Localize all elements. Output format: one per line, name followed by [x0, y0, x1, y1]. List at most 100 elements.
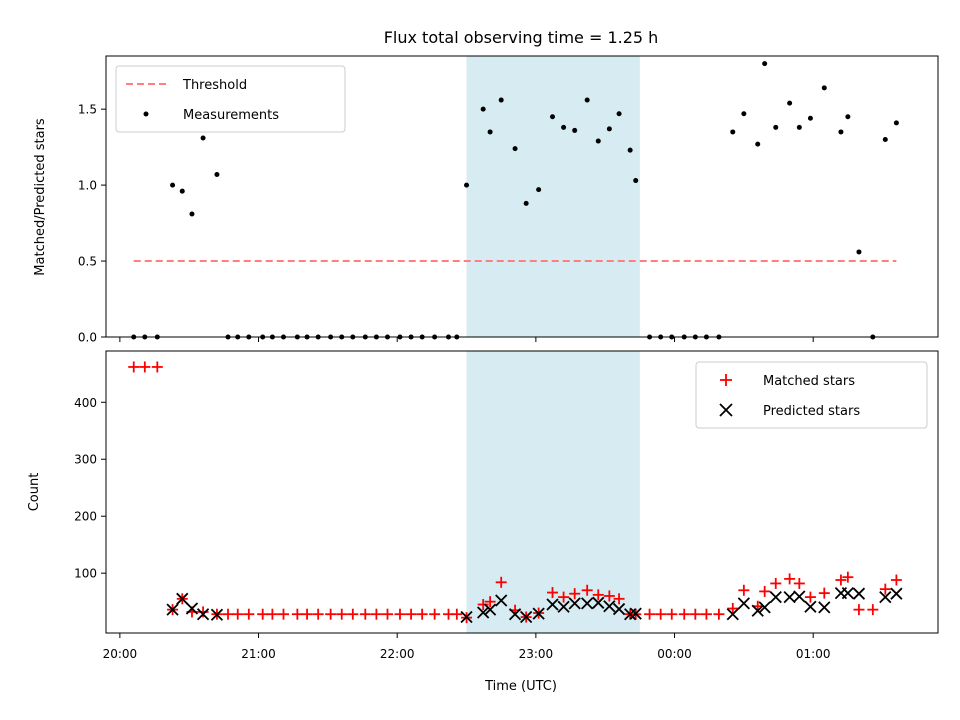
predicted-star-marker	[804, 600, 817, 613]
y-tick-label: 0.5	[78, 255, 97, 269]
x-tick-label: 22:00	[380, 647, 415, 661]
bottom-legend-box	[695, 361, 928, 429]
measurements-point	[536, 187, 542, 193]
measurements-point	[845, 114, 851, 120]
matched-star-marker	[151, 361, 163, 373]
predicted-star-marker	[477, 606, 490, 619]
matched-star-marker	[394, 608, 406, 620]
matched-star-marker	[853, 604, 865, 616]
matched-star-marker	[359, 608, 371, 620]
matched-star-marker	[416, 608, 428, 620]
predicted-star-marker	[581, 597, 594, 610]
matched-star-marker	[312, 608, 324, 620]
matched-star-marker	[266, 608, 278, 620]
predicted-star-marker	[879, 590, 892, 604]
predicted-star-marker	[166, 603, 179, 616]
matched-star-marker	[890, 574, 902, 586]
matched-star-marker	[301, 608, 313, 620]
matched-star-marker	[879, 583, 891, 595]
measurements-point	[821, 85, 827, 91]
matched-star-marker	[405, 608, 417, 620]
predicted-star-marker	[852, 587, 866, 600]
legend-measurements: Measurements	[183, 108, 279, 123]
matched-star-marker	[603, 590, 615, 602]
predicted-star-marker	[185, 602, 199, 615]
measurements-point	[856, 249, 862, 255]
measurements-point	[179, 188, 185, 194]
matched-star-marker	[784, 573, 796, 585]
matched-star-marker	[842, 571, 854, 583]
matched-star-marker	[678, 608, 690, 620]
x-tick-label: 20:00	[103, 647, 138, 661]
matched-star-marker	[477, 599, 489, 611]
x-tick-label: 01:00	[796, 647, 831, 661]
predicted-star-marker	[495, 594, 508, 607]
bottom-y-axis-label: Count	[27, 473, 42, 512]
measurements-point	[572, 127, 578, 133]
top-axes-frame	[105, 55, 939, 338]
measurements-point	[796, 124, 802, 130]
observing-window-bottom	[466, 351, 640, 633]
predicted-star-marker	[603, 600, 616, 613]
measurements-point	[755, 141, 761, 147]
predicted-star-marker	[592, 596, 605, 609]
matched-star-marker	[277, 608, 289, 620]
measurements-point	[807, 115, 813, 121]
predicted-star-marker	[758, 601, 771, 614]
matched-star-marker	[581, 584, 593, 596]
measurements-point	[214, 171, 220, 177]
y-tick-label: 0.0	[78, 331, 97, 345]
predicted-star-marker	[737, 597, 751, 610]
measurements-point	[616, 111, 622, 117]
matched-star-marker	[867, 604, 879, 616]
legend-predicted-stars: Predicted stars	[763, 404, 860, 419]
matched-star-marker	[655, 608, 667, 620]
matched-star-marker	[592, 589, 604, 601]
measurements-point	[561, 124, 567, 130]
legend-matched-stars: Matched stars	[763, 374, 855, 389]
predicted-star-marker	[483, 603, 497, 616]
measurements-point	[464, 182, 470, 188]
matched-star-marker	[644, 608, 656, 620]
predicted-star-marker	[196, 608, 210, 621]
matched-star-marker	[569, 588, 581, 600]
matched-star-marker	[370, 608, 382, 620]
matched-star-marker	[139, 361, 151, 373]
predicted-star-marker	[629, 607, 642, 620]
matched-star-marker	[325, 608, 337, 620]
measurements-point	[480, 106, 486, 112]
measurements-point	[189, 211, 195, 217]
measurements-point	[838, 129, 844, 135]
matched-star-marker	[770, 577, 782, 589]
top-panel: 0.0 0.5 1.0 1.5 Matched/Predicted stars Thr…	[33, 55, 939, 345]
matched-star-marker	[336, 608, 348, 620]
matched-star-marker	[818, 587, 830, 599]
matched-star-marker	[429, 608, 441, 620]
matched-star-marker	[547, 587, 559, 599]
predicted-star-marker	[769, 590, 782, 604]
predicted-star-marker	[818, 601, 831, 614]
matched-star-marker	[613, 593, 625, 605]
measurements-point	[741, 111, 747, 117]
predicted-star-marker	[841, 586, 855, 600]
x-tick-label: 21:00	[241, 647, 276, 661]
y-tick-label: 1.0	[78, 179, 97, 193]
matched-star-marker	[689, 608, 701, 620]
matched-star-marker	[804, 591, 816, 603]
measurements-point	[627, 147, 633, 153]
matched-star-marker	[727, 603, 739, 615]
measurements-point	[633, 178, 639, 184]
y-tick-label: 200	[74, 510, 97, 524]
predicted-star-marker	[783, 590, 796, 604]
bottom-panel: 100 200 300 400 20:00 21:00 22:00 23:00 00:00 01…	[27, 350, 939, 694]
predicted-star-marker	[210, 608, 224, 621]
matched-star-marker	[128, 361, 140, 373]
y-tick-label: 300	[74, 453, 97, 467]
measurements-point	[200, 135, 206, 141]
measurements-point	[487, 129, 493, 135]
predicted-star-marker	[793, 590, 806, 603]
matched-star-marker	[222, 608, 234, 620]
predicted-star-marker	[890, 587, 903, 600]
measurements-point	[773, 124, 779, 130]
